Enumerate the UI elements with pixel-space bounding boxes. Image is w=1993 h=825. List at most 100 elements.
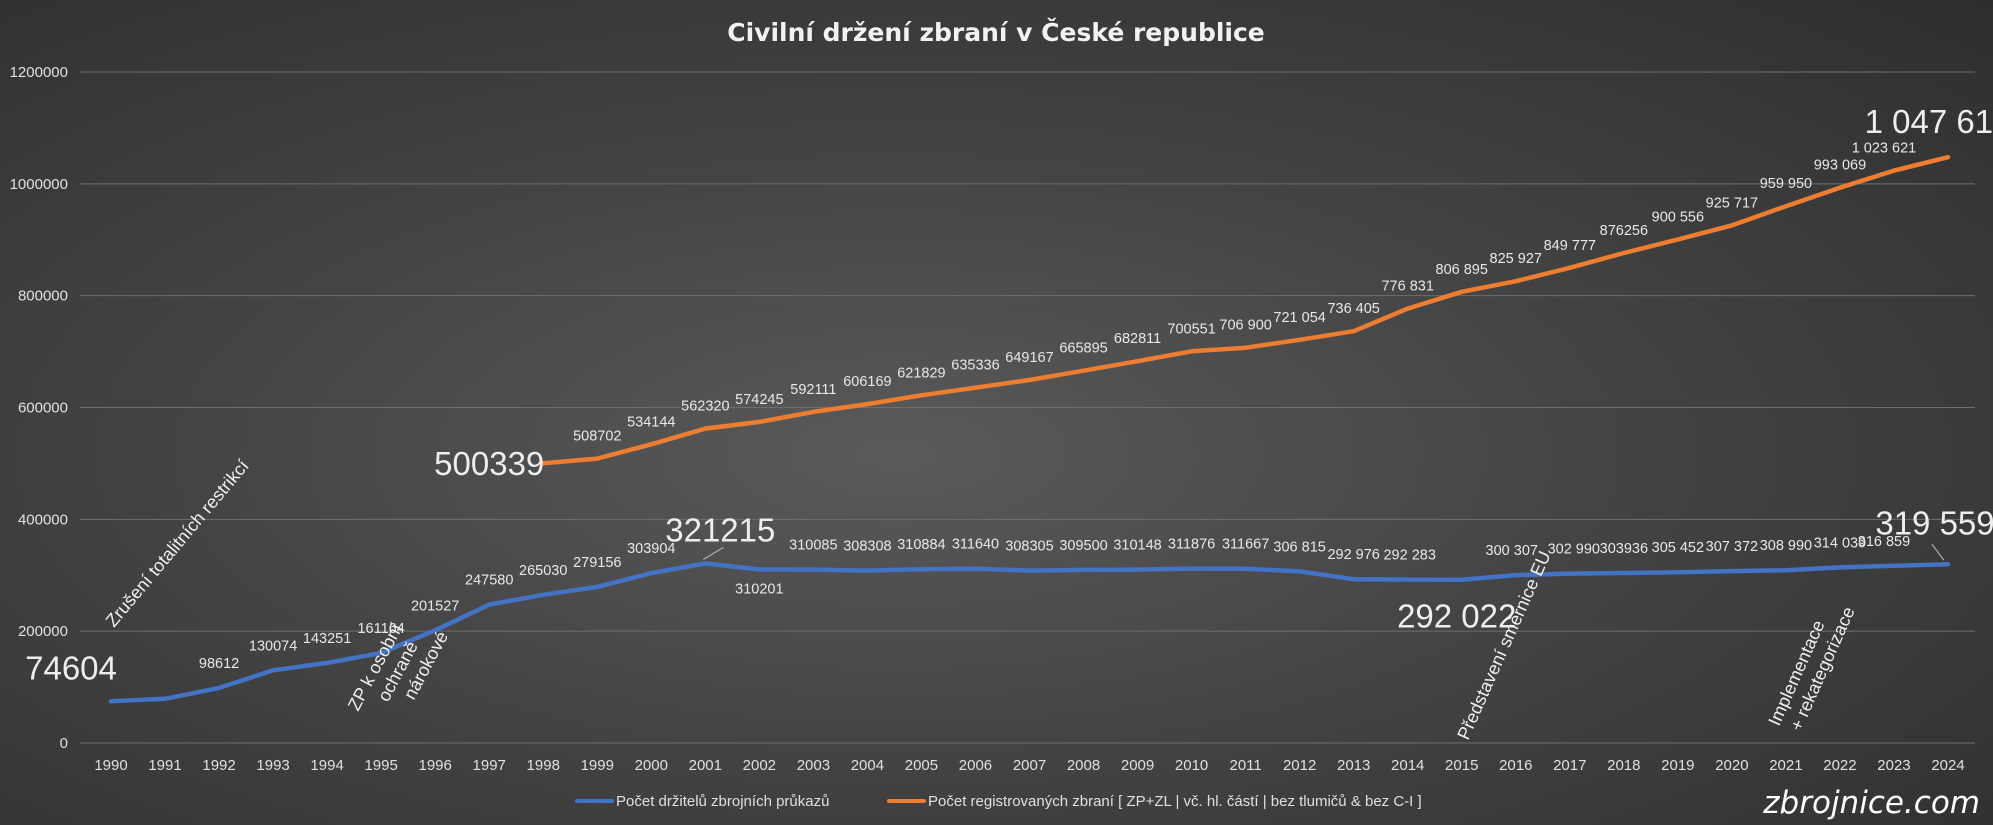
data-label: 310148 bbox=[1113, 538, 1161, 554]
watermark: zbrojnice.com bbox=[1762, 785, 1980, 821]
data-label: 1 047 610 bbox=[1865, 103, 1993, 140]
data-label: 534144 bbox=[627, 414, 675, 430]
data-label: 303904 bbox=[627, 541, 675, 557]
data-label: 606169 bbox=[843, 374, 891, 390]
data-label: 876256 bbox=[1600, 223, 1648, 239]
x-tick-label: 2008 bbox=[1067, 757, 1100, 774]
x-tick-label: 1994 bbox=[310, 757, 343, 774]
data-label: 305 452 bbox=[1652, 540, 1704, 556]
data-label: 311667 bbox=[1222, 537, 1269, 553]
data-label: 319 559 bbox=[1875, 504, 1993, 541]
data-label: 303936 bbox=[1600, 541, 1648, 557]
x-tick-label: 2005 bbox=[905, 757, 938, 774]
x-tick-label: 1996 bbox=[418, 757, 451, 774]
x-tick-label: 2006 bbox=[959, 757, 992, 774]
x-tick-label: 1995 bbox=[364, 757, 397, 774]
data-label: 706 900 bbox=[1219, 318, 1271, 334]
data-label: 574245 bbox=[735, 392, 783, 408]
chart-title: Civilní držení zbraní v České republice bbox=[727, 17, 1265, 47]
annotation-4: Implementace + rekategorizace bbox=[1764, 595, 1858, 738]
x-tick-label: 2021 bbox=[1769, 757, 1802, 774]
leader-line bbox=[703, 546, 724, 560]
x-tick-label: 2024 bbox=[1931, 757, 1964, 774]
leader-line bbox=[1931, 544, 1945, 561]
x-tick-label: 2015 bbox=[1445, 757, 1478, 774]
data-label: 306 815 bbox=[1273, 539, 1325, 555]
x-tick-label: 2018 bbox=[1607, 757, 1640, 774]
data-label: 74604 bbox=[25, 649, 117, 686]
data-label: 98612 bbox=[199, 656, 239, 672]
data-label: 825 927 bbox=[1490, 251, 1542, 267]
data-labels: 74604 98612 130074 143251 161164 201527 247580… bbox=[25, 103, 1993, 686]
data-label: 265030 bbox=[519, 563, 567, 579]
data-label: 307 372 bbox=[1706, 539, 1758, 555]
x-tick-label: 2020 bbox=[1715, 757, 1748, 774]
data-label: 292 976 bbox=[1327, 547, 1379, 563]
x-tick-label: 2007 bbox=[1013, 757, 1046, 774]
legend-label-weapons: Počet registrovaných zbraní [ ZP+ZL | vč… bbox=[928, 793, 1422, 810]
data-label: 310085 bbox=[789, 538, 837, 554]
data-label: 562320 bbox=[681, 399, 729, 415]
x-tick-label: 2017 bbox=[1553, 757, 1586, 774]
x-tick-label: 1991 bbox=[148, 757, 181, 774]
x-tick-label: 2003 bbox=[797, 757, 830, 774]
x-tick-label: 2010 bbox=[1175, 757, 1208, 774]
data-label: 665895 bbox=[1059, 341, 1107, 357]
data-label: 736 405 bbox=[1327, 301, 1379, 317]
data-label: 321215 bbox=[665, 511, 775, 548]
legend: Počet držitelů zbrojních průkazů Počet r… bbox=[575, 793, 1422, 810]
data-label: 776 831 bbox=[1381, 279, 1433, 295]
data-label: 300 307 bbox=[1486, 543, 1538, 559]
data-label: 308305 bbox=[1005, 539, 1053, 555]
data-label: 314 039 bbox=[1814, 535, 1866, 551]
data-label: 500339 bbox=[434, 445, 544, 482]
data-label: 201527 bbox=[411, 598, 459, 614]
series-lines bbox=[108, 154, 1951, 704]
data-label: 308308 bbox=[843, 539, 891, 555]
data-label: 247580 bbox=[465, 573, 513, 589]
data-label: 849 777 bbox=[1544, 238, 1596, 254]
data-label: 310884 bbox=[897, 537, 945, 553]
legend-label-holders: Počet držitelů zbrojních průkazů bbox=[616, 793, 829, 810]
x-tick-label: 2014 bbox=[1391, 757, 1424, 774]
data-label: 309500 bbox=[1059, 538, 1107, 554]
x-tick-label: 1993 bbox=[256, 757, 289, 774]
x-axis: 1990 1991 1992 1993 1994 1995 1996 1997 1998 1999… bbox=[94, 757, 1964, 774]
data-label: 161164 bbox=[357, 621, 404, 637]
x-tick-label: 2022 bbox=[1823, 757, 1856, 774]
data-label: 806 895 bbox=[1436, 262, 1488, 278]
data-label: 292 283 bbox=[1383, 548, 1435, 564]
x-tick-label: 2004 bbox=[851, 757, 884, 774]
annotation-1: Zrušení totalitních restrikcí bbox=[102, 456, 253, 631]
gridlines bbox=[80, 71, 1975, 744]
y-tick-label: 800000 bbox=[18, 288, 68, 305]
y-tick-label: 1000000 bbox=[10, 176, 68, 193]
annotations: Zrušení totalitních restrikcí ZP k osobn… bbox=[102, 456, 1859, 743]
data-label: 1 023 621 bbox=[1852, 141, 1917, 157]
y-tick-label: 400000 bbox=[18, 511, 68, 528]
x-tick-label: 1998 bbox=[527, 757, 560, 774]
x-tick-label: 1999 bbox=[581, 757, 614, 774]
x-tick-label: 2019 bbox=[1661, 757, 1694, 774]
x-tick-label: 2001 bbox=[689, 757, 722, 774]
data-label: 279156 bbox=[573, 555, 621, 571]
y-tick-label: 600000 bbox=[18, 400, 68, 417]
x-tick-label: 2012 bbox=[1283, 757, 1316, 774]
data-label: 900 556 bbox=[1652, 209, 1704, 225]
data-label: 925 717 bbox=[1706, 195, 1758, 211]
x-tick-label: 1990 bbox=[94, 757, 127, 774]
data-label: 959 950 bbox=[1760, 176, 1812, 192]
y-tick-label: 1200000 bbox=[10, 64, 68, 81]
data-label: 721 054 bbox=[1273, 310, 1325, 326]
series-line-1 bbox=[540, 154, 1951, 466]
data-label: 143251 bbox=[303, 631, 351, 647]
x-tick-label: 2002 bbox=[743, 757, 776, 774]
data-label: 316 859 bbox=[1858, 534, 1910, 550]
x-tick-label: 2011 bbox=[1229, 757, 1261, 774]
data-label: 302 990 bbox=[1548, 542, 1600, 558]
data-label: 592111 bbox=[790, 382, 836, 398]
data-label: 311876 bbox=[1168, 537, 1215, 553]
data-label: 130074 bbox=[249, 638, 297, 654]
x-tick-label: 2009 bbox=[1121, 757, 1154, 774]
